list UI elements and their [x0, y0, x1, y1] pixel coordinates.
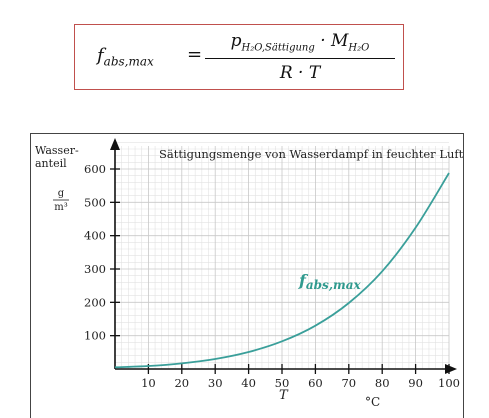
formula-num-m: M	[331, 31, 349, 51]
ticks: 10 20 30 40 50 60 70 80 90 100 100 200 300 400 500 600	[84, 162, 460, 390]
x-tick-label: 10	[141, 376, 156, 390]
formula-lhs: fabs,max	[97, 45, 154, 69]
y-tick-label: 600	[84, 162, 106, 176]
curve-label-sub: abs,max	[306, 278, 362, 292]
y-unit-denominator: m³	[54, 202, 68, 213]
curve-label: fabs,max	[298, 271, 361, 292]
x-tick-label: 40	[241, 376, 256, 390]
formula-num-dot: ·	[320, 31, 326, 51]
y-tick-label: 500	[84, 195, 106, 209]
formula-denominator: R · T	[279, 63, 321, 83]
x-axis-arrow	[445, 364, 457, 374]
formula-equals: =	[187, 44, 203, 65]
data-series-curve	[114, 172, 450, 369]
x-tick-label: 80	[375, 376, 390, 390]
formula-num-m-sub: H₂O	[348, 42, 370, 54]
y-tick-label: 100	[84, 329, 106, 343]
formula-box: fabs,max = pH₂O,Sättigung · MH₂O R · T	[74, 24, 404, 90]
x-tick-label: 20	[174, 376, 189, 390]
x-tick-label: 90	[408, 376, 423, 390]
chart-frame: 10 20 30 40 50 60 70 80 90 100 100 200 300 400 500 600 …	[30, 133, 464, 418]
y-label-line1: Wasser-	[35, 144, 79, 157]
y-tick-label: 400	[84, 229, 106, 243]
grid	[115, 142, 450, 369]
y-tick-label: 200	[84, 295, 106, 309]
x-axis-label: T	[279, 388, 289, 403]
y-tick-label: 300	[84, 262, 106, 276]
x-tick-label: 30	[208, 376, 223, 390]
chart-svg: 10 20 30 40 50 60 70 80 90 100100200300400500600 …	[35, 138, 464, 409]
x-tick-label: 60	[308, 376, 323, 390]
formula-lhs-sub: abs,max	[103, 54, 154, 69]
y-axis-arrow	[110, 138, 120, 150]
formula-num-p-sub: H₂O,Sättigung	[241, 42, 315, 54]
curve-label-main: f	[298, 271, 309, 290]
y-label-line2: anteil	[35, 157, 67, 170]
x-tick-label: 50	[275, 376, 290, 390]
x-axis-unit: °C	[365, 395, 380, 409]
chart-title: Sättigungsmenge von Wasserdampf in feuch…	[159, 147, 464, 161]
formula-numerator: pH₂O,Sättigung · MH₂O	[205, 31, 395, 53]
formula-lhs-main: f	[97, 45, 104, 66]
x-tick-label: 100	[438, 376, 460, 390]
formula-fraction-bar	[205, 58, 395, 60]
formula-num-p: p	[230, 31, 242, 51]
x-tick-label: 70	[341, 376, 356, 390]
y-unit-numerator: g	[58, 188, 65, 199]
